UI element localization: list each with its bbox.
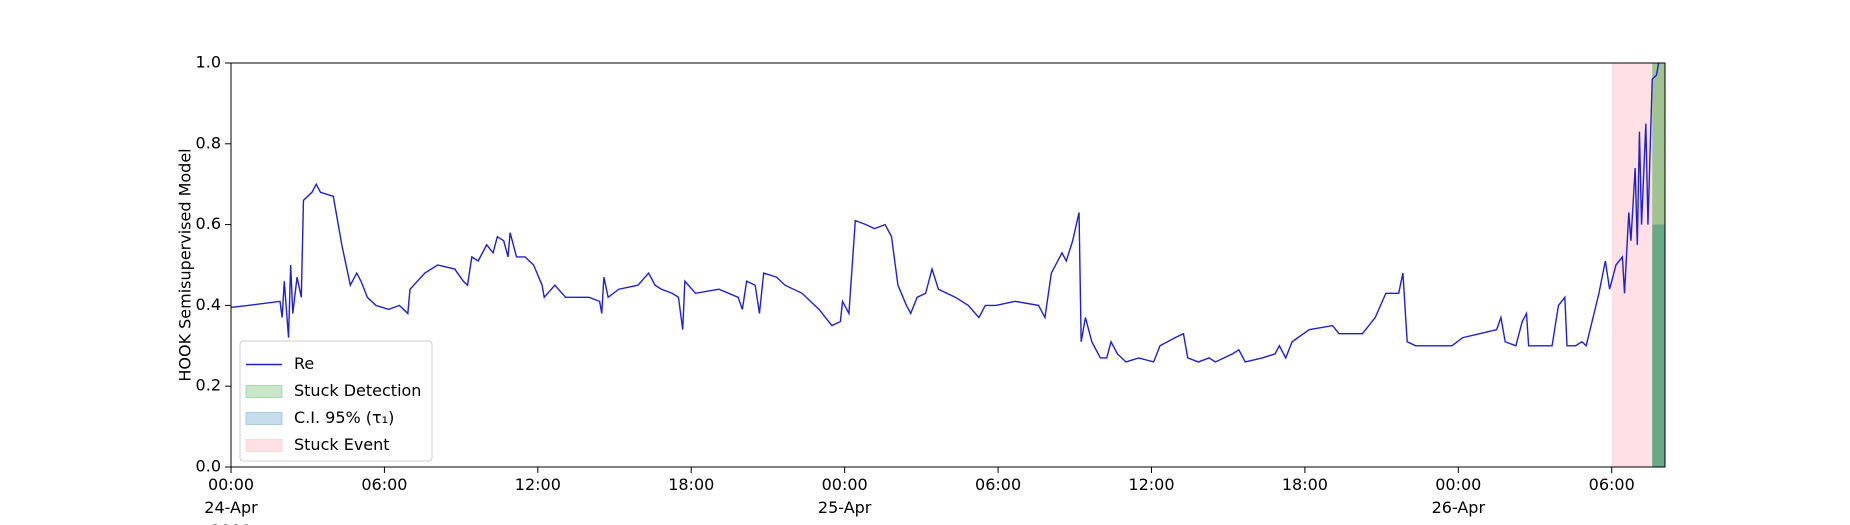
span (1652, 63, 1665, 467)
x-tick-label: 00:00 26-Apr (1432, 475, 1486, 517)
span (1611, 63, 1665, 467)
legend-patch (245, 385, 283, 398)
x-tick-label: 18:00 (668, 475, 714, 494)
legend-patch (245, 412, 283, 425)
legend-patch (245, 439, 283, 452)
x-tick-label: 00:00 25-Apr (818, 475, 872, 517)
x-tick-label: 06:00 (1589, 475, 1635, 494)
x-tick-label: 12:00 (1128, 475, 1174, 494)
data-line (230, 62, 1660, 363)
y-tick-label: 1.0 (196, 53, 221, 72)
x-tick-label: 18:00 (1282, 475, 1328, 494)
y-axis-label: HOOK Semisupervised Model (176, 148, 195, 381)
legend-label: Stuck Detection (294, 381, 421, 400)
x-tick-label: 06:00 (361, 475, 407, 494)
y-tick-label: 0.0 (196, 457, 221, 476)
y-tick-label: 0.6 (196, 214, 221, 233)
legend-label: C.I. 95% (τ₁) (294, 408, 394, 427)
legend-label: Re (294, 354, 314, 373)
plot-frame (230, 62, 1666, 468)
x-tick-label: 06:00 (975, 475, 1021, 494)
span (1652, 224, 1665, 467)
legend: Re Stuck Detection C.I. 95% (τ₁) Stuck Even… (239, 340, 433, 462)
legend-frame (239, 340, 433, 462)
x-tick-label: 12:00 (515, 475, 561, 494)
legend-label: Stuck Event (294, 435, 390, 454)
y-tick-label: 0.2 (196, 376, 221, 395)
y-tick-label: 0.4 (196, 295, 221, 314)
y-tick-label: 0.8 (196, 133, 221, 152)
